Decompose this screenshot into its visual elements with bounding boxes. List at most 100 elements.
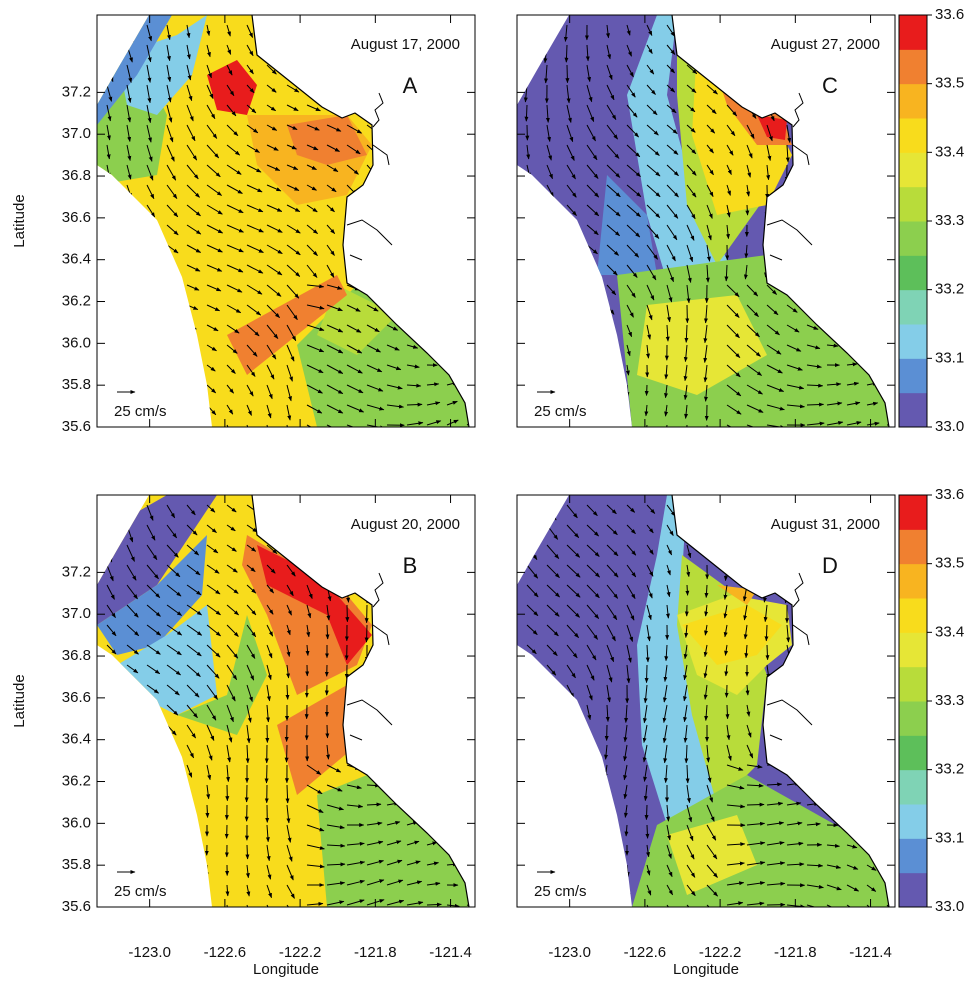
salinity-region	[317, 775, 469, 907]
current-arrow	[387, 245, 390, 258]
colorbar-tick-label: 33.3	[935, 212, 964, 229]
y-tick-label: 36.2	[62, 772, 91, 789]
current-arrow	[147, 265, 155, 271]
colorbar-band	[899, 770, 927, 805]
current-arrow	[447, 325, 462, 326]
current-arrow	[347, 265, 351, 276]
colorbar-tick-label: 33.1	[935, 349, 964, 366]
y-tick-label: 35.6	[62, 418, 91, 435]
colorbar-band	[899, 495, 927, 530]
current-arrow	[367, 285, 377, 290]
current-arrow	[527, 265, 537, 276]
current-arrow	[785, 225, 787, 238]
colorbar-band	[899, 529, 927, 564]
current-arrow	[407, 645, 410, 663]
current-arrow	[887, 525, 891, 537]
current-arrow	[606, 865, 607, 879]
current-arrow	[827, 265, 829, 279]
current-arrow	[564, 845, 567, 861]
current-arrow	[167, 345, 179, 350]
current-arrow	[887, 225, 894, 241]
current-arrow	[467, 225, 472, 242]
y-tick-label: 37.2	[62, 83, 91, 100]
current-arrow	[887, 205, 892, 222]
scale-label: 25 cm/s	[114, 883, 167, 900]
current-arrow	[387, 225, 391, 239]
current-arrow	[866, 145, 867, 161]
current-arrow	[807, 645, 813, 661]
current-arrow	[887, 645, 898, 656]
current-arrow	[867, 285, 884, 287]
current-arrow	[107, 765, 119, 774]
current-arrow	[347, 705, 348, 716]
current-arrow	[587, 265, 596, 273]
current-arrow	[527, 725, 534, 736]
current-arrow	[545, 25, 547, 42]
current-arrow	[167, 865, 168, 881]
panel-letter: C	[822, 73, 838, 98]
current-arrow	[347, 725, 349, 736]
current-arrow	[847, 705, 860, 717]
current-arrow	[867, 343, 880, 345]
current-arrow	[407, 745, 417, 756]
current-arrow	[107, 845, 117, 860]
current-arrow	[567, 225, 576, 234]
current-arrow	[447, 285, 463, 290]
current-arrow	[867, 705, 880, 717]
current-arrow	[407, 285, 419, 291]
current-arrow	[727, 685, 728, 697]
current-arrow	[847, 725, 859, 737]
current-arrow	[847, 685, 860, 698]
current-arrow	[387, 585, 388, 603]
current-arrow	[587, 405, 591, 421]
current-arrow	[107, 325, 120, 336]
current-arrow	[827, 245, 828, 261]
current-arrow	[567, 305, 577, 314]
current-arrow	[127, 745, 137, 753]
y-tick-label: 35.6	[62, 898, 91, 915]
current-arrow	[807, 783, 817, 785]
current-arrow	[467, 605, 473, 617]
current-arrow	[747, 805, 764, 806]
current-arrow	[167, 765, 173, 774]
current-arrow	[447, 205, 450, 223]
current-arrow	[467, 705, 481, 716]
current-arrow	[787, 65, 795, 81]
current-arrow	[607, 885, 608, 900]
current-arrow	[807, 763, 818, 765]
current-arrow	[847, 805, 860, 806]
current-arrow	[367, 685, 369, 699]
current-arrow	[347, 105, 363, 113]
current-arrow	[447, 801, 461, 805]
current-arrow	[147, 225, 155, 235]
current-arrow	[347, 25, 363, 33]
current-arrow	[887, 725, 899, 739]
current-arrow	[847, 665, 859, 678]
current-arrow	[847, 305, 861, 307]
current-arrow	[427, 265, 430, 281]
current-arrow	[447, 265, 452, 282]
current-arrow	[845, 105, 847, 121]
current-arrow	[147, 385, 163, 392]
current-arrow	[167, 265, 178, 271]
current-arrow	[567, 285, 576, 292]
current-arrow	[367, 65, 383, 72]
current-arrow	[427, 25, 436, 31]
current-arrow	[867, 165, 868, 182]
current-arrow	[807, 85, 811, 102]
current-arrow	[147, 865, 150, 882]
current-arrow	[587, 425, 590, 442]
current-arrow	[387, 205, 393, 220]
colorbar-band	[899, 290, 927, 325]
current-arrow	[427, 325, 439, 328]
colorbar-band	[899, 735, 927, 770]
current-arrow	[387, 105, 401, 116]
current-arrow	[467, 745, 482, 755]
current-arrow	[427, 685, 437, 700]
current-arrow	[607, 405, 609, 420]
current-arrow	[827, 305, 838, 309]
current-arrow	[887, 585, 894, 594]
x-tick-label: -122.6	[204, 944, 247, 961]
current-arrow	[527, 325, 540, 336]
